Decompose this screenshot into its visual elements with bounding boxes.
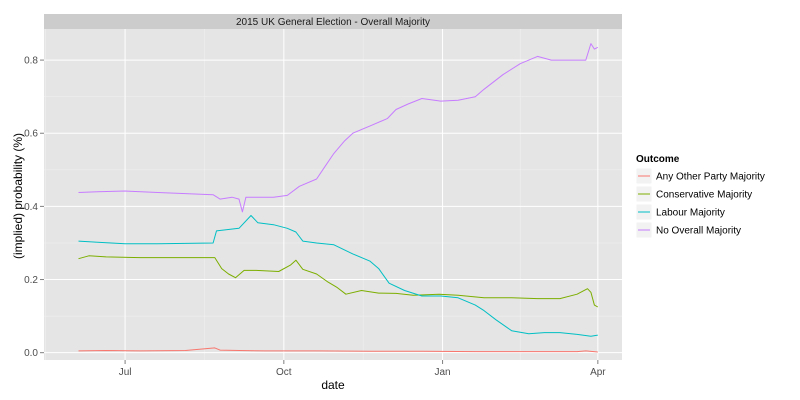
- y-tick-label: 0.8: [24, 56, 38, 67]
- x-tick-label: Oct: [276, 367, 292, 378]
- series-lines: [78, 43, 599, 353]
- series-line-conservative-majority: [78, 255, 599, 308]
- legend: Outcome Any Other Party Majority Conserva…: [635, 154, 765, 239]
- y-tick-label: 0.6: [24, 129, 38, 140]
- x-axis-title: date: [321, 378, 345, 392]
- legend-label-conservative-majority: Conservative Majority: [656, 190, 752, 201]
- series-line-labour-majority: [78, 215, 598, 337]
- y-axis-title: (implied) probability (%): [11, 133, 25, 259]
- x-tick-label: Apr: [590, 367, 606, 378]
- legend-label-no-overall-majority: No Overall Majority: [656, 226, 741, 237]
- legend-title: Outcome: [636, 154, 680, 165]
- y-tick-label: 0.4: [24, 202, 38, 213]
- grid-lines: [44, 29, 622, 360]
- legend-label-any-other-party-majority: Any Other Party Majority: [656, 172, 765, 183]
- plot-panel: [44, 29, 622, 360]
- chart-title: 2015 UK General Election - Overall Major…: [236, 17, 430, 28]
- title-strip: [44, 14, 622, 29]
- series-line-no-overall-majority: [78, 43, 599, 213]
- y-tick-label: 0.0: [24, 348, 38, 359]
- x-tick-label: Jul: [119, 367, 132, 378]
- y-tick-label: 0.2: [24, 275, 38, 286]
- series-line-any-other-party-majority: [78, 347, 598, 353]
- legend-label-labour-majority: Labour Majority: [656, 208, 725, 219]
- x-tick-label: Jan: [434, 367, 450, 378]
- x-axis: Jul Oct Jan Apr: [119, 360, 606, 378]
- y-axis: 0.0 0.2 0.4 0.6 0.8: [24, 56, 44, 359]
